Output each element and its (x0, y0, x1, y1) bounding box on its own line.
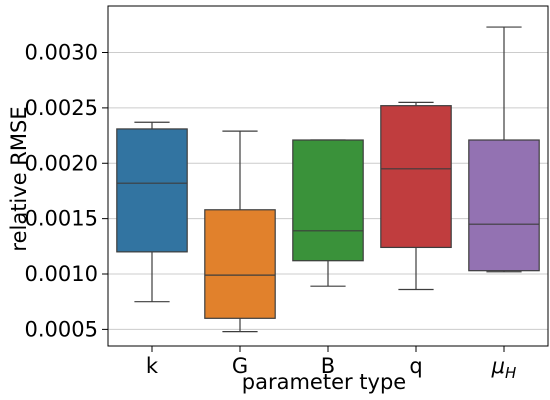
box-4 (380, 101, 452, 291)
x-tick-label: k (146, 354, 159, 378)
y-tick-label: 0.0020 (25, 151, 98, 175)
box-iqr (468, 139, 540, 272)
y-tick-label: 0.0015 (25, 207, 98, 231)
box-3 (292, 139, 364, 287)
box-iqr (204, 209, 276, 319)
y-tick-label: 0.0010 (25, 262, 98, 286)
box-iqr (292, 139, 364, 262)
box-iqr (380, 105, 452, 249)
box-5 (468, 26, 540, 273)
y-tick-label: 0.0025 (25, 96, 98, 120)
boxes (116, 26, 540, 333)
y-tick-label: 0.0005 (25, 317, 98, 341)
box-iqr (116, 128, 188, 253)
x-tick-label: μH (491, 354, 517, 382)
x-tick-label: q (409, 354, 422, 378)
x-axis-label: parameter type (242, 370, 406, 394)
y-axis-label: relative RMSE (7, 106, 31, 251)
x-tick-label: B (321, 354, 335, 378)
x-tick-label: G (232, 354, 248, 378)
y-axis-ticks: 0.0005 0.0010 0.0015 0.0020 0.0025 0.0030 (25, 41, 108, 341)
box-1 (116, 121, 188, 303)
box-2 (204, 130, 276, 333)
y-tick-label: 0.0030 (25, 41, 98, 65)
